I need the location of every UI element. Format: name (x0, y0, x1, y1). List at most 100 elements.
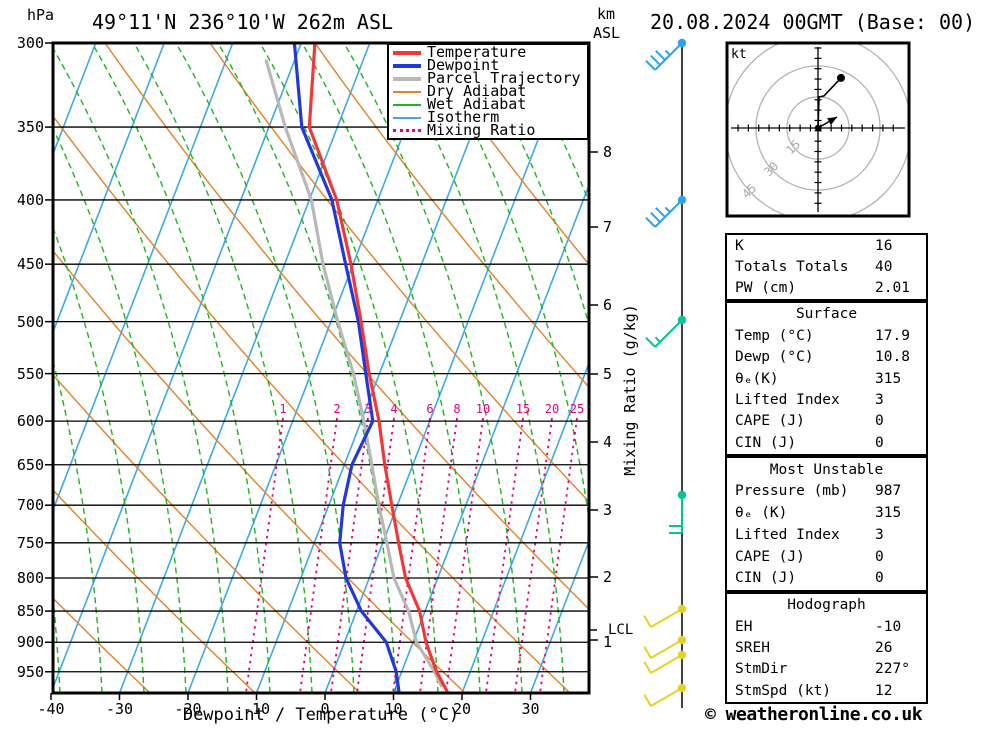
mixing-ratio-line (356, 417, 395, 693)
legend-line-sample (393, 76, 421, 81)
wind-barb (645, 38, 687, 71)
wet-adiabat-line (511, 43, 589, 205)
mixing-ratio-label: 8 (453, 402, 461, 416)
barb-feather (645, 336, 656, 348)
table-row-value: 0 (875, 434, 884, 451)
table-row-label: Pressure (mb) (735, 483, 849, 500)
km-tick-label: 4 (603, 433, 613, 451)
wet-adiabat-line (217, 43, 397, 693)
legend-item-label: Mixing Ratio (427, 121, 536, 139)
table-row: Totals Totals 40 (727, 257, 926, 277)
table-row-label: θₑ(K) (735, 370, 779, 387)
isotherm-line (53, 43, 165, 335)
table-row: K 16 (727, 236, 926, 256)
table-row-label: K (735, 238, 744, 254)
km-tick-label: 5 (603, 365, 613, 383)
mixing-ratio-label: 25 (569, 402, 585, 416)
wet-adiabat-line (53, 46, 229, 693)
mixing-ratio-label: 6 (426, 402, 434, 416)
wind-barb (643, 635, 687, 659)
table-row-label: Lifted Index (735, 391, 840, 408)
pressure-tick-label: 350 (16, 118, 44, 137)
temperature-tick-label: -30 (105, 700, 134, 718)
barb-station-dot (677, 635, 687, 645)
barb-feather (664, 206, 671, 213)
wet-adiabat-line (427, 43, 589, 524)
table-row-value: 10.8 (875, 349, 910, 366)
table-row: CAPE (J) 0 (727, 411, 926, 431)
barb-feather (655, 50, 666, 61)
pressure-tick-label: 750 (16, 533, 44, 552)
legend-item-label: Isotherm (427, 108, 500, 126)
table-row: θₑ(K) 315 (727, 369, 926, 389)
mixing-ratio-label: 1 (279, 402, 287, 416)
table-row-value: 2.01 (875, 280, 910, 296)
wind-barb (643, 650, 687, 674)
mixing-ratio-label: 4 (390, 402, 398, 416)
dry-adiabat-line (209, 43, 589, 503)
temperature-tick-label: -20 (174, 700, 202, 718)
barb-feather (654, 336, 661, 343)
mixing-ratio-axis-title: Mixing Ratio (g/kg) (621, 304, 639, 476)
isotherm-line (118, 43, 371, 693)
table-row-value: 17.9 (875, 327, 910, 344)
mixing-ratio-label: 3 (364, 402, 372, 416)
dry-adiabat-line (53, 489, 256, 693)
pressure-tick-label: 800 (16, 569, 44, 588)
wind-barb (645, 315, 687, 348)
wind-barb (669, 490, 687, 534)
isotherm-line (529, 538, 589, 693)
mixing-ratio-label: 15 (515, 402, 531, 416)
pressure-tick-label: 850 (16, 602, 44, 621)
hodograph-border (725, 41, 911, 218)
wind-barb-column (643, 38, 687, 708)
km-tick-label: 8 (603, 143, 613, 161)
barb-station-dot (677, 683, 687, 693)
table-row: Lifted Index 3 (727, 525, 926, 545)
barb-shaft (654, 42, 683, 71)
mixing-ratio-line (445, 417, 484, 693)
km-tick-label: 3 (603, 501, 613, 519)
pressure-tick-label: 700 (16, 496, 44, 515)
temperature-tick-label: -10 (242, 700, 271, 718)
legend-item-label: Wet Adiabat (427, 95, 527, 113)
legend-line-sample (393, 116, 421, 119)
isotherm-line (53, 43, 234, 513)
plot-border (51, 41, 591, 695)
lcl-label: LCL (608, 622, 634, 638)
legend-item: Parcel Trajectory (393, 71, 587, 86)
barb-feather (645, 59, 656, 71)
legend-line-sample (393, 103, 421, 106)
table-row-value: 0 (875, 570, 884, 587)
table-row-value: 987 (875, 483, 902, 500)
legend-line-sample (393, 63, 421, 68)
table-row-value: 3 (875, 391, 884, 408)
hodograph-trace-end-dot (836, 73, 845, 82)
stats-table: Hodograph EH -10 SREH 26 StmDir 227° StmSpd (kt… (725, 592, 928, 704)
mixing-ratio-line (539, 417, 578, 693)
x-axis-title: Dewpoint / Temperature (°C) (182, 705, 460, 725)
wind-barb (645, 195, 687, 228)
wet-adiabat-line (385, 43, 565, 693)
legend-item-label: Temperature (427, 43, 527, 61)
isotherm-line (255, 43, 508, 693)
legend-item: Isotherm (393, 108, 587, 126)
legend-item: Mixing Ratio (393, 121, 587, 139)
table-row-value: 227° (875, 661, 910, 678)
table-row-label: PW (cm) (735, 280, 797, 296)
barb-shaft (650, 687, 683, 707)
barb-station-dot (677, 604, 687, 614)
legend-item: Wet Adiabat (393, 95, 587, 113)
table-row-value: 16 (875, 238, 893, 254)
temperature-curve (307, 43, 450, 693)
km-tick-label: 7 (603, 218, 613, 236)
table-row: θₑ (K) 315 (727, 503, 926, 523)
km-tick-label: 6 (603, 296, 613, 314)
table-row-value: 315 (875, 505, 902, 522)
km-unit-label: km (597, 5, 616, 23)
km-tick-label: 2 (603, 568, 613, 586)
table-row-label: Dewp (°C) (735, 349, 814, 366)
